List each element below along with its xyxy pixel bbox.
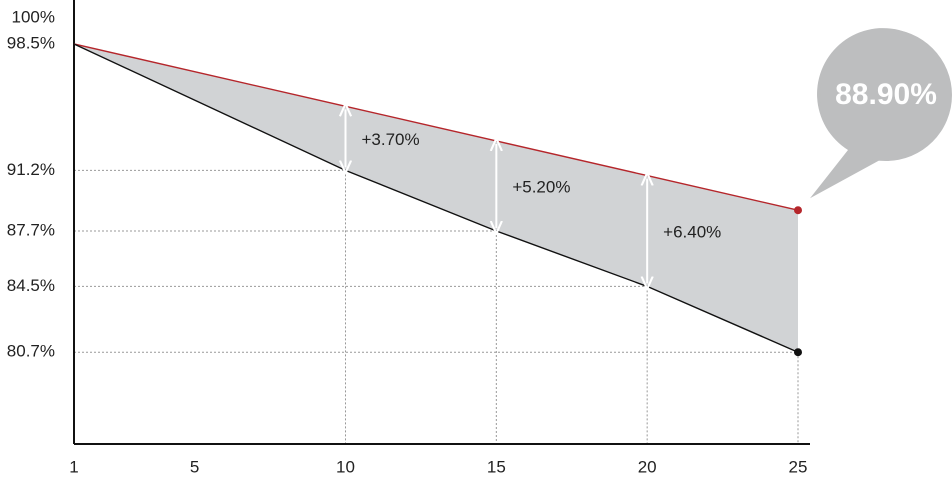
gap-label: +3.70% <box>362 130 420 149</box>
y-tick-label: 91.2% <box>7 160 55 179</box>
callout-text: 88.90% <box>835 78 937 111</box>
x-tick-label: 1 <box>69 457 78 476</box>
x-tick-label: 25 <box>789 457 808 476</box>
gap-label: +6.40% <box>663 222 721 241</box>
y-tick-label: 87.7% <box>7 220 55 239</box>
callout-bubble <box>820 29 952 161</box>
x-tick-label: 5 <box>190 457 199 476</box>
x-tick-label: 15 <box>487 457 506 476</box>
x-tick-label: 10 <box>336 457 355 476</box>
gap-label: +5.20% <box>512 177 570 196</box>
y-tick-label: 100% <box>12 7 55 26</box>
x-tick-label: 20 <box>638 457 657 476</box>
end-point <box>794 348 802 357</box>
end-point <box>794 206 802 215</box>
gap-area <box>74 43 798 353</box>
y-tick-label: 98.5% <box>7 33 55 52</box>
y-tick-label: 80.7% <box>7 342 55 361</box>
y-tick-label: 84.5% <box>7 276 55 295</box>
